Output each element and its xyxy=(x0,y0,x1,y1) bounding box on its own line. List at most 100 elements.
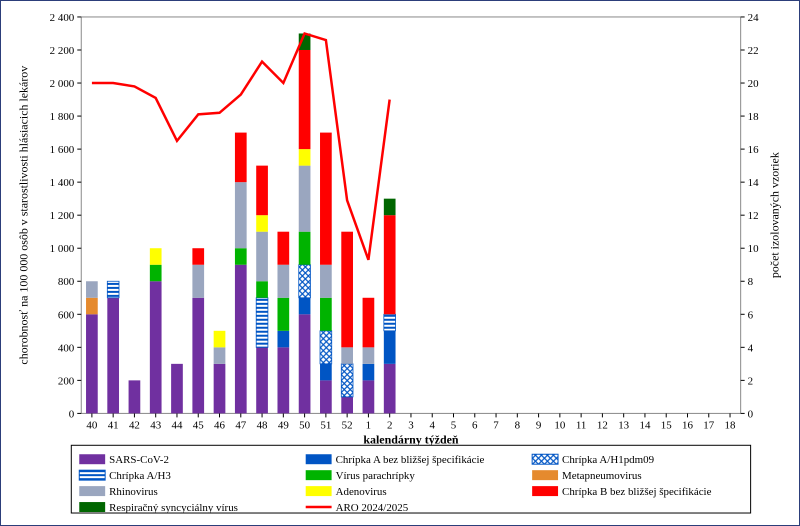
legend-line_aro: ARO 2024/2025 xyxy=(336,502,409,514)
svg-text:45: 45 xyxy=(193,419,204,431)
legend-flu_b_unspec: Chrípka B bez bližšej špecifikácie xyxy=(562,486,712,498)
svg-text:16: 16 xyxy=(748,144,759,156)
svg-text:40: 40 xyxy=(86,419,97,431)
bar-flu_a_h1pdm09 xyxy=(320,331,332,364)
bar-sars_cov2 xyxy=(192,298,204,414)
bar-flu_a_unspec xyxy=(363,364,375,381)
svg-text:46: 46 xyxy=(214,419,225,431)
legend-rsv: Respiračný syncyciálny vírus xyxy=(109,502,238,514)
bar-flu_b_unspec xyxy=(320,133,332,265)
svg-text:1 800: 1 800 xyxy=(50,111,75,123)
bar-flu_b_unspec xyxy=(235,133,247,183)
svg-text:400: 400 xyxy=(58,342,75,354)
bar-sars_cov2 xyxy=(256,347,268,413)
legend-flu_a_h1pdm09: Chrípka A/H1pdm09 xyxy=(562,454,655,466)
bar-sars_cov2 xyxy=(235,265,247,414)
svg-text:14: 14 xyxy=(748,177,759,189)
svg-text:4: 4 xyxy=(748,342,754,354)
svg-text:2: 2 xyxy=(387,419,392,431)
bar-rhinovirus xyxy=(363,347,375,364)
svg-text:10: 10 xyxy=(748,243,759,255)
bar-flu_a_unspec xyxy=(320,364,332,381)
svg-text:chorobnosť na 100 000 osôb v s: chorobnosť na 100 000 osôb v starostlivo… xyxy=(16,66,30,365)
bar-flu_a_h3 xyxy=(107,281,119,298)
svg-text:10: 10 xyxy=(554,419,565,431)
bar-flu_a_unspec xyxy=(384,331,396,364)
svg-text:7: 7 xyxy=(493,419,499,431)
bar-flu_b_unspec xyxy=(277,232,289,265)
bar-flu_a_unspec xyxy=(277,331,289,348)
svg-text:počet izolovaných vzoriek: počet izolovaných vzoriek xyxy=(768,152,782,278)
legend-adenovirus: Adenovirus xyxy=(336,486,387,498)
bar-flu_b_unspec xyxy=(363,298,375,348)
plot-area: 02004006008001 0001 2001 4001 6001 8002 … xyxy=(16,12,781,514)
svg-text:1 200: 1 200 xyxy=(50,210,75,222)
svg-text:51: 51 xyxy=(320,419,331,431)
bar-sars_cov2 xyxy=(86,314,98,413)
bar-rhinovirus xyxy=(214,347,226,364)
svg-text:17: 17 xyxy=(703,419,714,431)
bar-parainfluenza xyxy=(299,232,311,265)
svg-text:47: 47 xyxy=(235,419,246,431)
legend-flu_a_h3: Chrípka A/H3 xyxy=(109,470,171,482)
svg-text:18: 18 xyxy=(748,111,759,123)
svg-text:12: 12 xyxy=(597,419,608,431)
bar-parainfluenza xyxy=(256,281,268,298)
bar-sars_cov2 xyxy=(129,380,141,413)
svg-text:600: 600 xyxy=(58,309,75,321)
chart-frame: 02004006008001 0001 2001 4001 6001 8002 … xyxy=(0,0,800,526)
svg-text:3: 3 xyxy=(408,419,414,431)
bar-flu_b_unspec xyxy=(384,215,396,314)
svg-text:50: 50 xyxy=(299,419,310,431)
bar-rhinovirus xyxy=(256,232,268,282)
svg-text:44: 44 xyxy=(172,419,183,431)
bar-rhinovirus xyxy=(341,347,353,364)
bar-flu_b_unspec xyxy=(192,248,204,265)
bar-sars_cov2 xyxy=(277,347,289,413)
svg-text:1 000: 1 000 xyxy=(50,243,75,255)
svg-text:4: 4 xyxy=(429,419,435,431)
svg-text:15: 15 xyxy=(661,419,672,431)
legend-parainfluenza: Vírus parachrípky xyxy=(336,470,416,482)
svg-text:2: 2 xyxy=(748,375,753,387)
bar-rhinovirus xyxy=(277,265,289,298)
bar-rhinovirus xyxy=(299,166,311,232)
svg-text:42: 42 xyxy=(129,419,140,431)
svg-text:43: 43 xyxy=(150,419,161,431)
svg-text:1: 1 xyxy=(366,419,371,431)
bar-flu_b_unspec xyxy=(256,166,268,216)
legend-sars_cov2: SARS-CoV-2 xyxy=(109,454,169,466)
svg-text:8: 8 xyxy=(748,276,754,288)
bar-sars_cov2 xyxy=(341,397,353,414)
chart: 02004006008001 0001 2001 4001 6001 8002 … xyxy=(9,7,791,517)
bar-rhinovirus xyxy=(192,265,204,298)
bar-adenovirus xyxy=(299,149,311,166)
bar-parainfluenza xyxy=(320,298,332,331)
bar-flu_b_unspec xyxy=(299,50,311,149)
svg-text:5: 5 xyxy=(451,419,457,431)
svg-text:6: 6 xyxy=(472,419,478,431)
svg-text:24: 24 xyxy=(748,12,759,24)
bar-rhinovirus xyxy=(86,281,98,298)
legend-flu_a_unspec: Chrípka A bez bližšej špecifikácie xyxy=(336,454,485,466)
svg-text:1 600: 1 600 xyxy=(50,144,75,156)
bar-adenovirus xyxy=(214,331,226,348)
svg-text:18: 18 xyxy=(725,419,736,431)
svg-text:52: 52 xyxy=(342,419,353,431)
bar-adenovirus xyxy=(256,215,268,232)
svg-text:9: 9 xyxy=(536,419,542,431)
chart-svg: 02004006008001 0001 2001 4001 6001 8002 … xyxy=(9,7,791,517)
svg-text:800: 800 xyxy=(58,276,75,288)
bar-rhinovirus xyxy=(320,265,332,298)
bar-rsv xyxy=(384,199,396,216)
svg-text:2 000: 2 000 xyxy=(50,78,75,90)
bar-metapneumo xyxy=(86,298,98,315)
bar-flu_b_unspec xyxy=(341,232,353,348)
svg-text:20: 20 xyxy=(748,78,759,90)
bar-sars_cov2 xyxy=(299,314,311,413)
svg-text:6: 6 xyxy=(748,309,754,321)
svg-text:200: 200 xyxy=(58,375,75,387)
svg-text:2 200: 2 200 xyxy=(50,45,75,57)
bar-sars_cov2 xyxy=(214,364,226,414)
bar-sars_cov2 xyxy=(150,281,162,413)
